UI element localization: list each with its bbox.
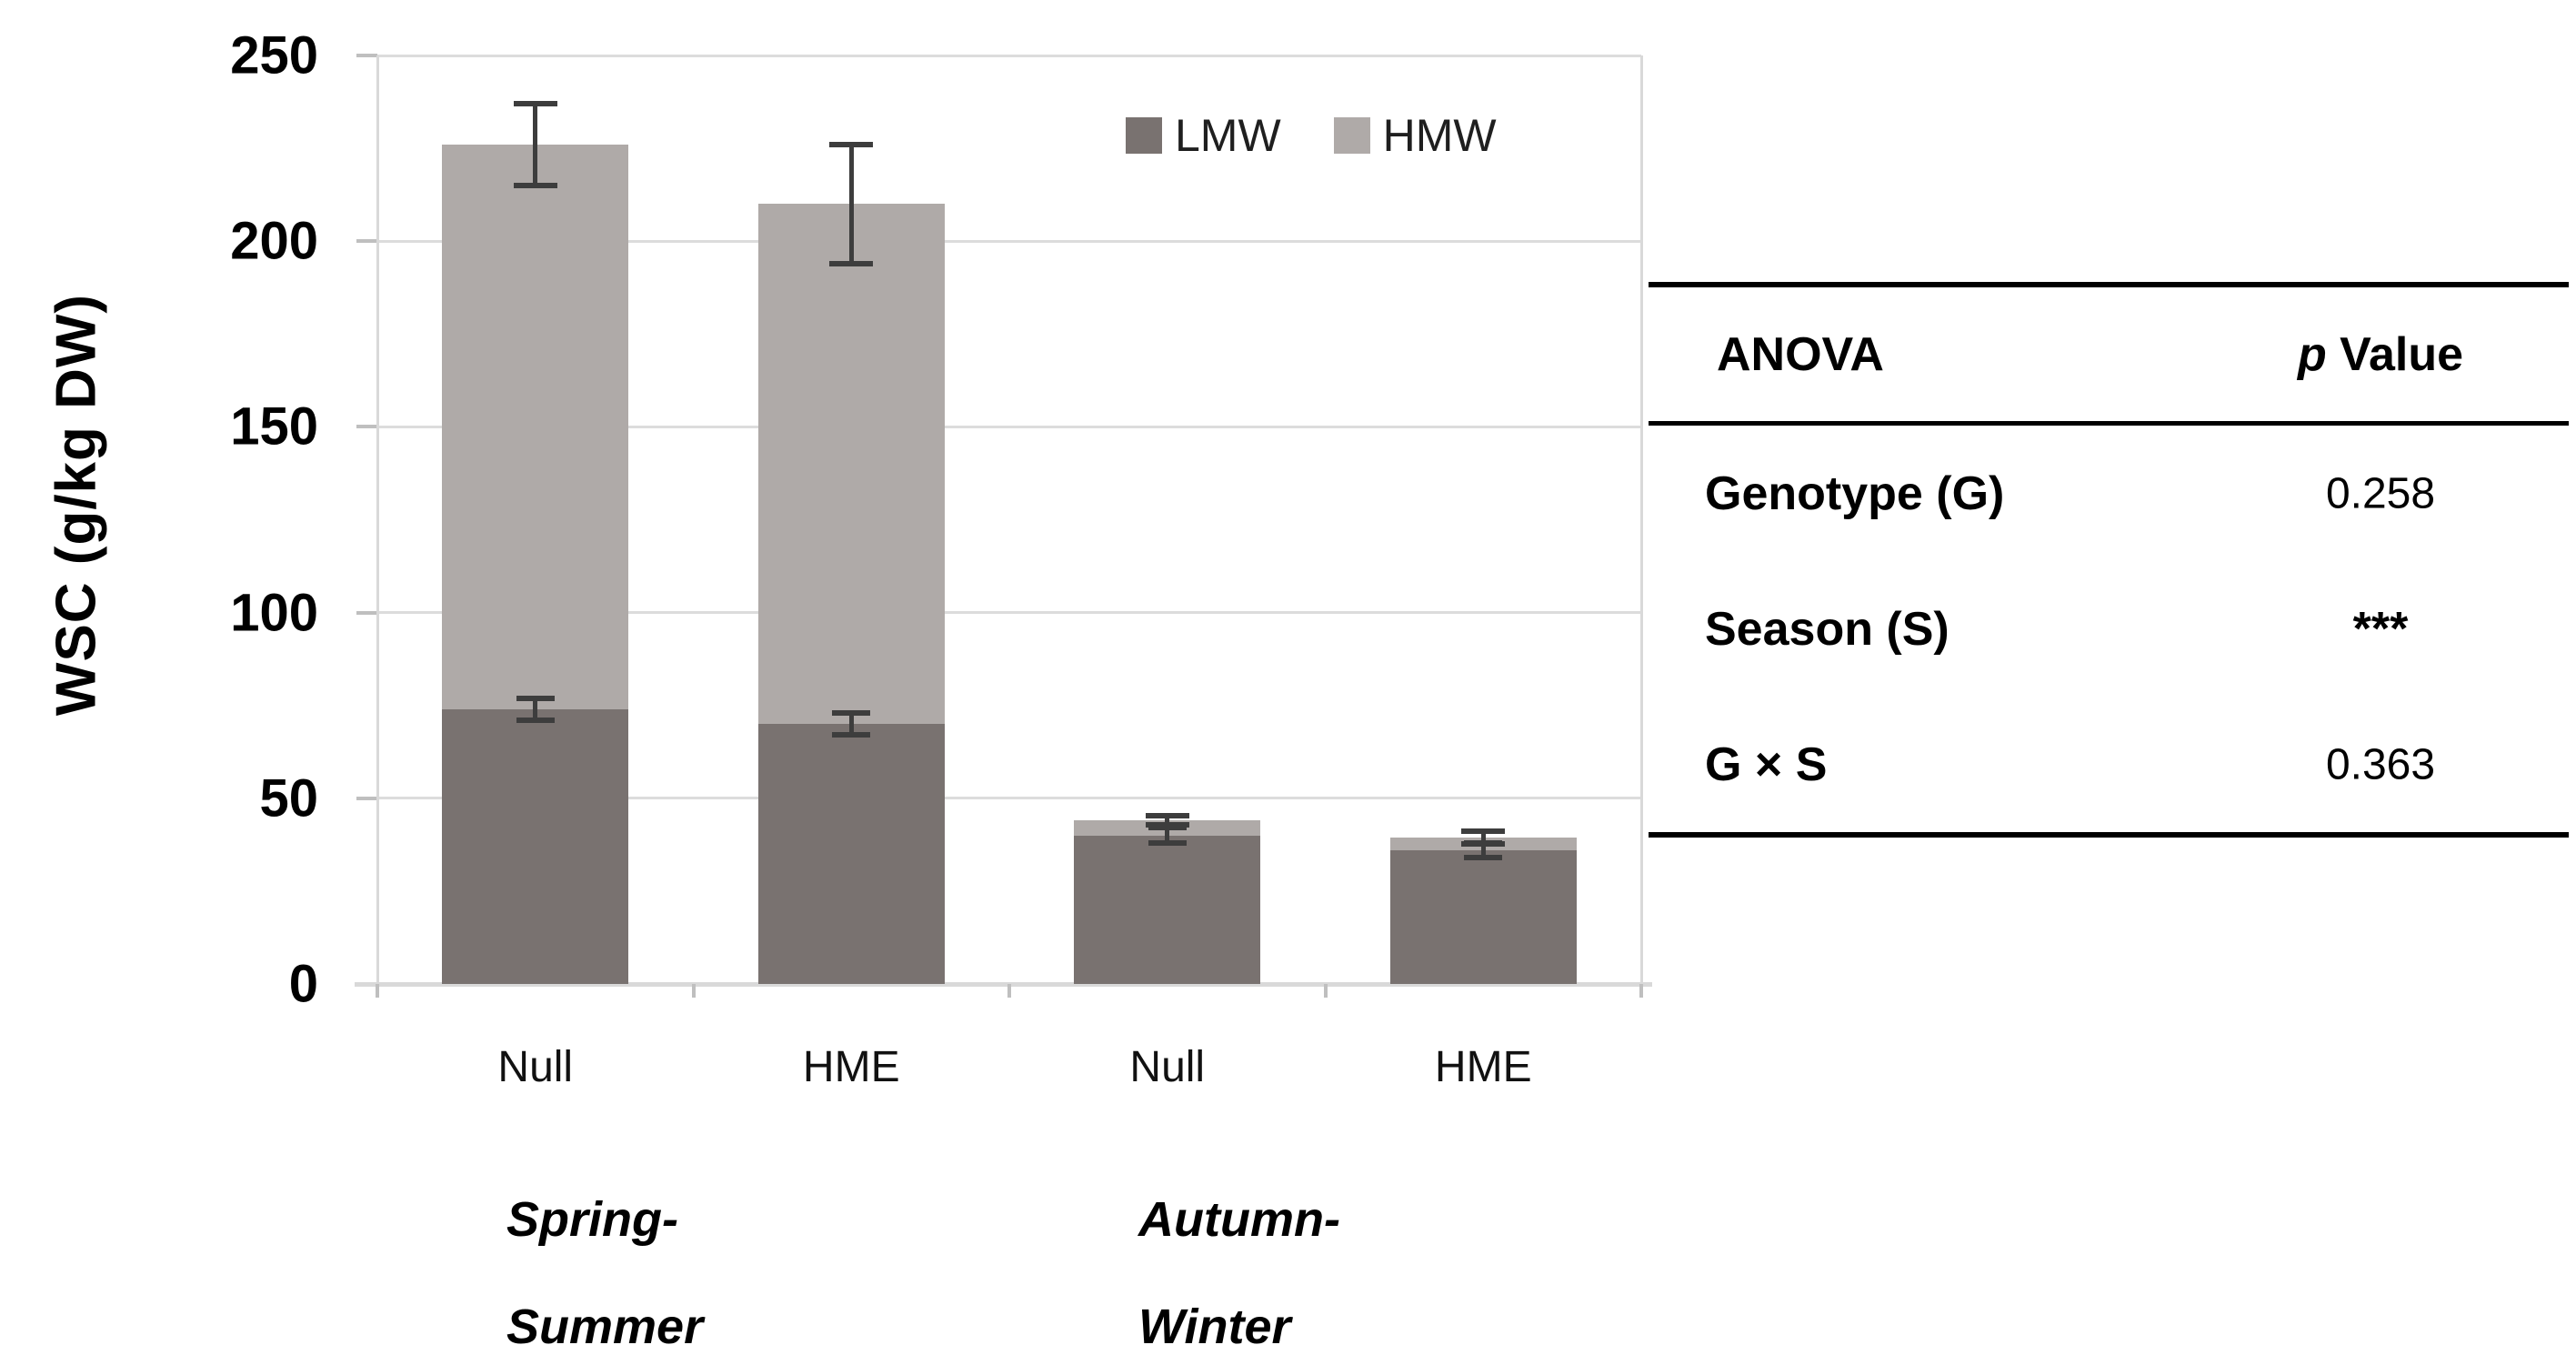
x-boundary-tick-1	[691, 984, 696, 998]
anova-row-label-0: Genotype (G)	[1705, 467, 2005, 520]
error-cap-lmw-top-3	[1464, 839, 1503, 846]
gridline-250	[377, 54, 1641, 57]
gridline-200	[377, 239, 1641, 243]
plot-right-border	[1640, 55, 1643, 984]
chart-legend: LMW HMW	[1126, 109, 1497, 162]
legend-swatch-lmw	[1126, 117, 1162, 154]
plot-left-border	[376, 55, 379, 984]
x-axis-line	[355, 982, 1652, 987]
error-cap-lmw-top-1	[832, 709, 871, 716]
y-tick-label-0: 0	[288, 954, 318, 1014]
anova-row-label-1: Season (S)	[1705, 602, 1950, 656]
bar-segment-lmw-3	[1389, 849, 1577, 984]
y-tick-mark-150	[356, 425, 377, 429]
y-tick-mark-100	[356, 610, 377, 615]
pvalue-header-p: p	[2297, 327, 2327, 381]
legend-item-hmw: HMW	[1333, 109, 1497, 162]
legend-item-lmw: LMW	[1126, 109, 1281, 162]
group-label-autumn-winter: Autumn- Winter	[1138, 1192, 1340, 1354]
error-bar-lmw-0	[533, 698, 538, 721]
anova-row-value-0: 0.258	[2325, 469, 2436, 517]
error-bar-total-3	[1480, 831, 1486, 845]
error-bar-total-0	[533, 104, 538, 186]
bar-segment-hmw-1	[757, 204, 945, 725]
group-label-spring-summer: Spring- Summer	[506, 1192, 704, 1354]
anova-table-header: ANOVA p Value	[1649, 287, 2569, 426]
error-cap-total-top-3	[1461, 828, 1506, 835]
bar-segment-lmw-0	[442, 708, 629, 984]
gridline-100	[377, 611, 1641, 615]
y-tick-label-250: 250	[230, 25, 318, 85]
pvalue-header-rest: Value	[2326, 327, 2464, 381]
error-cap-lmw-top-0	[516, 695, 555, 701]
error-cap-total-top-2	[1145, 813, 1189, 819]
legend-label-hmw: HMW	[1382, 110, 1497, 161]
error-bar-lmw-1	[848, 712, 854, 736]
error-cap-lmw-bottom-1	[832, 732, 871, 738]
error-bar-lmw-3	[1480, 842, 1486, 858]
error-cap-lmw-bottom-0	[516, 718, 555, 724]
anova-table-rows: Genotype (G) 0.258 Season (S) *** G × S 0.363	[1649, 426, 2569, 832]
legend-label-lmw: LMW	[1175, 110, 1281, 161]
bar-segment-hmw-0	[442, 145, 629, 709]
anova-row-2: G × S 0.363	[1649, 697, 2569, 832]
error-cap-total-top-0	[513, 101, 557, 107]
error-bar-total-2	[1165, 816, 1170, 826]
error-cap-total-bottom-0	[513, 182, 557, 188]
y-tick-label-50: 50	[259, 768, 318, 828]
bar-segment-lmw-2	[1074, 835, 1261, 984]
error-bar-lmw-2	[1165, 828, 1170, 843]
y-tick-mark-200	[356, 239, 377, 244]
error-cap-total-bottom-1	[829, 260, 874, 266]
legend-swatch-hmw	[1333, 117, 1370, 154]
y-tick-label-150: 150	[230, 396, 318, 457]
error-cap-total-top-1	[829, 142, 874, 148]
y-tick-label-100: 100	[230, 583, 318, 643]
bar-segment-lmw-1	[757, 724, 945, 984]
error-cap-lmw-bottom-2	[1148, 839, 1187, 846]
gridline-150	[377, 425, 1641, 428]
error-bar-total-1	[848, 145, 854, 264]
anova-row-label-2: G × S	[1705, 738, 1828, 791]
error-cap-total-bottom-2	[1145, 822, 1189, 828]
y-tick-mark-50	[356, 796, 377, 800]
x-boundary-tick-2	[1007, 984, 1011, 998]
x-tick-label-3: HME	[1434, 1043, 1532, 1091]
x-tick-label-1: HME	[802, 1043, 900, 1091]
x-boundary-tick-3	[1323, 984, 1328, 998]
y-tick-mark-250	[356, 54, 377, 57]
anova-header-label: ANOVA	[1717, 327, 1884, 381]
error-cap-lmw-top-2	[1148, 825, 1187, 831]
x-boundary-tick-4	[1639, 984, 1643, 998]
anova-table: ANOVA p Value Genotype (G) 0.258 Season (S…	[1649, 282, 2569, 838]
gridline-50	[377, 797, 1641, 800]
anova-row-value-1: ***	[2352, 602, 2409, 656]
x-tick-label-0: Null	[497, 1043, 574, 1091]
x-tick-label-2: Null	[1129, 1043, 1206, 1091]
anova-row-1: Season (S) ***	[1649, 561, 2569, 697]
x-boundary-tick-0	[376, 984, 379, 998]
anova-row-value-2: 0.363	[2325, 740, 2436, 788]
y-tick-label-200: 200	[230, 211, 318, 271]
anova-row-0: Genotype (G) 0.258	[1649, 426, 2569, 561]
anova-pvalue-header: p Value	[2230, 327, 2531, 382]
error-cap-lmw-bottom-3	[1464, 855, 1503, 861]
